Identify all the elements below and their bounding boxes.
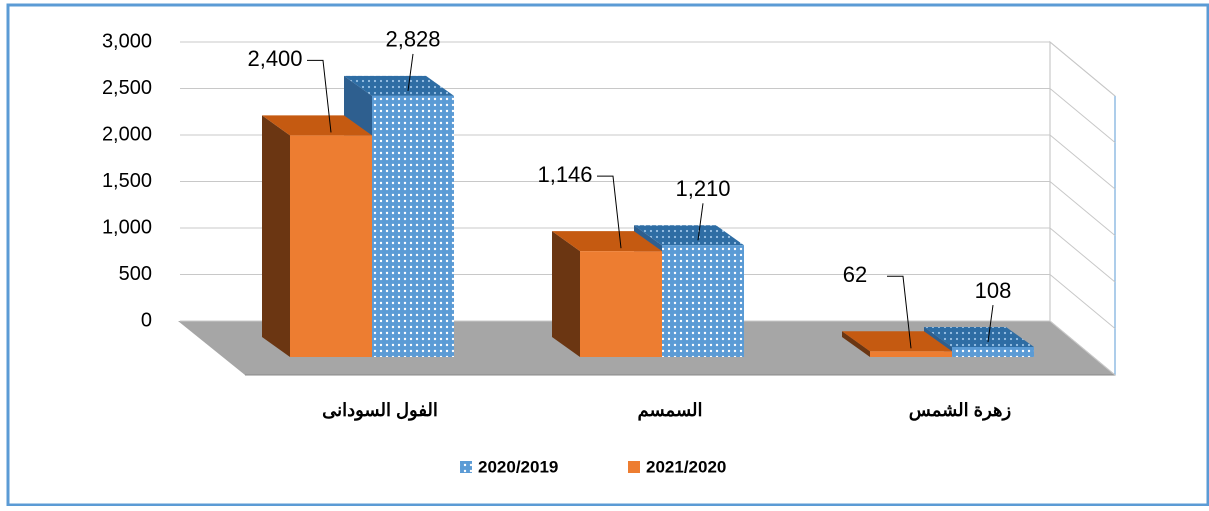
bar-front — [952, 347, 1034, 357]
grid-line — [180, 227, 1116, 283]
bar — [262, 115, 372, 358]
leader-line — [987, 304, 994, 343]
grid-line — [180, 274, 1116, 329]
bar-top — [842, 331, 952, 352]
leader-line — [697, 203, 704, 241]
bar-top — [262, 115, 372, 136]
leader-line — [407, 53, 414, 91]
legend-swatch — [628, 461, 640, 473]
data-label: 2,400 — [247, 46, 302, 71]
bar-side — [262, 115, 290, 358]
leader-line — [887, 275, 912, 349]
data-label: 2,828 — [385, 27, 440, 52]
legend-swatch — [460, 461, 472, 473]
bar — [842, 331, 952, 357]
grid-line — [180, 181, 1116, 236]
y-tick-label: 0 — [141, 309, 152, 331]
legend-label: 2021/2020 — [646, 457, 726, 476]
bar-front — [662, 245, 744, 357]
leader-line — [307, 59, 332, 133]
grid-line — [180, 88, 1116, 143]
grid-line — [180, 320, 1116, 376]
bar-top — [552, 231, 662, 252]
data-label: 62 — [843, 262, 867, 287]
bar-side — [842, 331, 870, 357]
bar-top — [924, 327, 1034, 348]
x-tick-label: زهرة الشمس — [909, 400, 1011, 421]
bar-front — [290, 135, 372, 357]
y-tick-label: 2,500 — [102, 77, 152, 99]
bar — [552, 231, 662, 357]
bar-side — [552, 231, 580, 357]
y-tick-label: 1,500 — [102, 170, 152, 192]
bar-top — [634, 225, 744, 246]
leader-line — [597, 175, 622, 249]
legend-label: 2020/2019 — [478, 457, 558, 476]
bar-front — [580, 251, 662, 357]
x-tick-label: السمسم — [638, 400, 703, 421]
grid-line — [180, 41, 1116, 97]
y-tick-label: 1,000 — [102, 216, 152, 238]
data-label: 1,146 — [537, 162, 592, 187]
bar-front — [372, 95, 454, 357]
data-label: 1,210 — [675, 176, 730, 201]
y-tick-label: 500 — [119, 263, 152, 285]
bar-front — [870, 351, 952, 357]
bar-top — [344, 75, 454, 96]
data-label: 108 — [975, 278, 1012, 303]
grid-line — [180, 134, 1116, 190]
y-tick-label: 2,000 — [102, 123, 152, 145]
x-tick-label: الفول السودانى — [322, 400, 438, 421]
y-tick-label: 3,000 — [102, 30, 152, 52]
frame — [6, 3, 1209, 507]
